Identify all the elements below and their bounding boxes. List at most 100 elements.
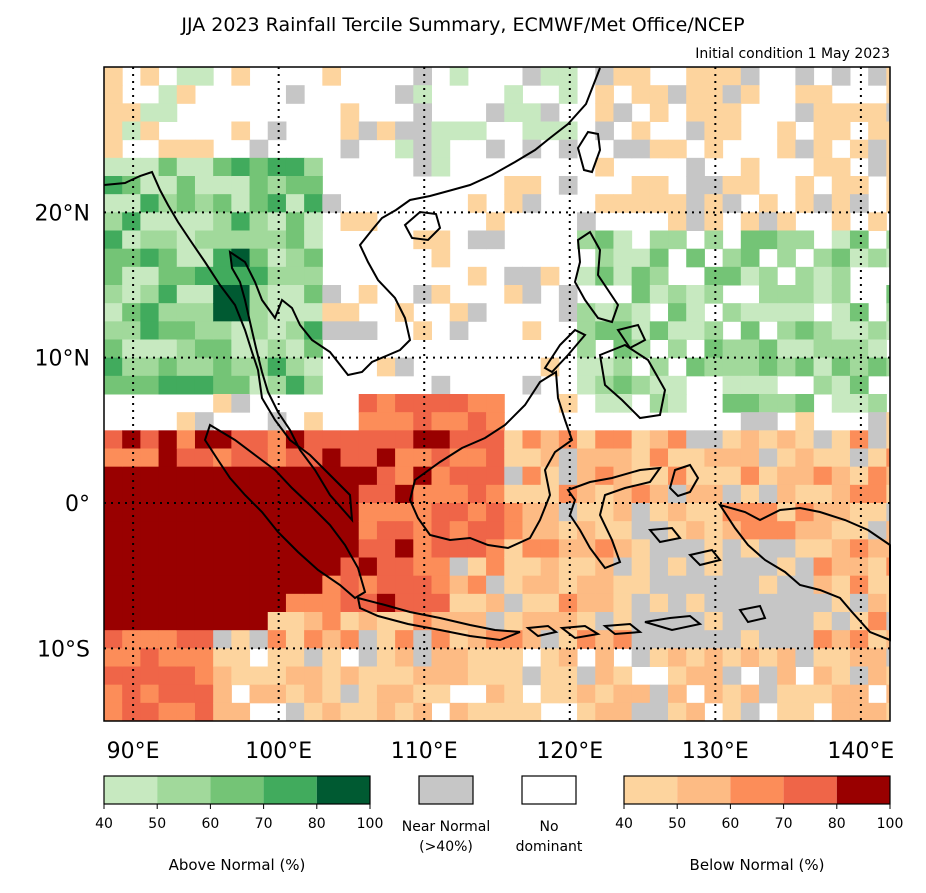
grid-cell [795,630,815,649]
grid-cell [467,394,487,413]
grid-cell [522,321,542,340]
grid-cell [395,466,414,486]
grid-cell [122,521,141,540]
grid-cell [486,103,505,122]
grid-cell [267,375,287,395]
grid-cell [140,339,160,359]
grid-cell [231,157,251,177]
grid-cell [558,612,578,631]
grid-cell [304,339,323,359]
grid-cell [213,648,232,667]
legend-box-label: Near Normal [402,819,491,835]
grid-cell [849,303,869,322]
grid-cell [522,103,542,122]
grid-cell [358,557,378,577]
grid-cell [376,666,396,686]
grid-cell [831,648,851,667]
grid-cell [231,339,251,359]
grid-cell [395,430,414,449]
grid-cell [795,648,815,667]
grid-cell [740,430,760,449]
grid-cell [668,702,687,722]
grid-cell [595,394,614,413]
grid-cell [358,285,378,304]
grid-cell [122,321,141,340]
grid-cell [795,575,815,595]
grid-cell [740,412,760,431]
grid-cell [358,430,378,449]
grid-cell [540,666,560,686]
grid-cell [849,521,869,540]
colorbar-tick-label: 80 [828,816,846,832]
grid-cell [322,575,342,595]
grid-cell [504,684,523,704]
grid-cell [704,194,724,213]
grid-cell [304,503,323,522]
grid-cell [668,575,687,595]
grid-cell [376,466,396,486]
grid-cell [813,684,833,704]
grid-cell [285,285,305,304]
grid-cell [831,630,851,649]
lon-tick-label: 130°E [682,739,749,764]
grid-cell [740,684,760,704]
grid-cell [522,557,542,577]
grid-cell [431,503,451,522]
grid-cell [613,593,633,613]
colorbar-tick-label: 70 [775,816,793,832]
grid-cell [868,612,887,631]
grid-cell [213,230,232,250]
grid-cell [868,666,887,686]
grid-cell [686,575,705,595]
grid-cell [613,266,633,286]
grid-cell [704,139,724,159]
tercile-grid [104,67,891,722]
grid-cell [649,575,669,595]
colorbar-swatch [157,776,211,804]
grid-cell [595,194,614,213]
near-normal-swatch: Near Normal (>40%) [402,775,491,855]
grid-cell [395,448,414,468]
grid-cell [613,539,633,558]
grid-cell [267,121,287,141]
grid-cell [395,612,414,631]
grid-cell [795,357,815,377]
lon-tick-label: 100°E [245,739,312,764]
grid-cell [777,430,796,449]
grid-cell [540,67,560,86]
grid-cell [831,448,851,468]
grid-cell [595,303,614,322]
lon-tick-label: 90°E [107,739,160,764]
grid-cell [759,230,778,250]
grid-cell [831,666,851,686]
grid-cell [631,139,651,159]
grid-cell [686,466,705,486]
grid-cell [722,394,742,413]
grid-cell [158,212,178,231]
grid-cell [777,612,796,631]
grid-cell [140,612,160,631]
grid-cell [631,285,651,304]
grid-cell [613,612,633,631]
colorbar-swatch [836,776,890,804]
grid-cell [722,121,742,141]
grid-cell [340,612,360,631]
grid-cell [522,448,542,468]
grid-cell [322,648,342,667]
grid-cell [376,394,396,413]
grid-cell [759,303,778,322]
grid-cell [104,521,123,540]
grid-cell [849,684,869,704]
grid-cell [104,67,123,86]
grid-cell [213,557,232,577]
grid-cell [704,448,724,468]
grid-cell [740,630,760,649]
grid-cell [540,266,560,286]
grid-cell [213,375,232,395]
grid-cell [613,448,633,468]
grid-cell [231,357,251,377]
grid-cell [831,194,851,213]
grid-cell [104,303,123,322]
grid-cell [395,357,414,377]
grid-cell [522,375,542,395]
